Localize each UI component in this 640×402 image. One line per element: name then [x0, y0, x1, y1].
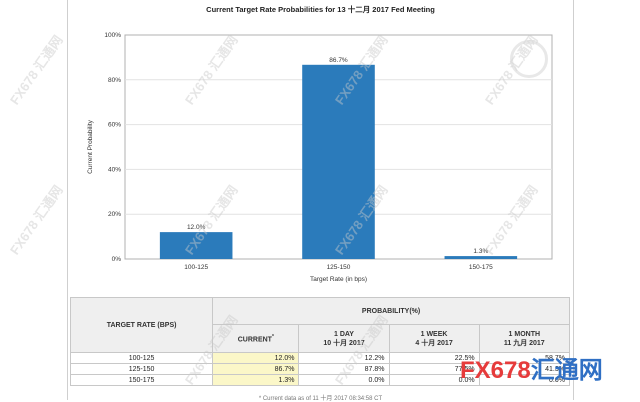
current-cell: 12.0%: [212, 352, 300, 364]
day-cell: 87.8%: [298, 363, 390, 375]
header-probability: PROBABILITY(%): [212, 297, 570, 325]
table-row: 100-125 12.0% 12.2% 22.5% 58.7%: [69, 352, 571, 364]
current-cell: 86.7%: [212, 363, 300, 375]
header-current: CURRENT*: [212, 324, 300, 353]
y-tick-label: 20%: [108, 211, 121, 218]
data-label: 86.7%: [329, 57, 348, 64]
bar: [159, 232, 233, 259]
data-label: 12.0%: [187, 224, 206, 231]
bar: [444, 256, 518, 259]
bar: [302, 64, 375, 260]
header-1day: 1 DAY 10 十月 2017: [298, 324, 390, 353]
x-tick-label: 150-175: [469, 264, 493, 271]
rate-cell: 100-125: [69, 352, 214, 364]
month-cell: 0.0%: [478, 374, 571, 386]
chart-panel: Current Target Rate Probabilities for 13…: [67, 0, 574, 402]
watermark: FX678 汇通网: [6, 182, 66, 258]
header-1week: 1 WEEK 4 十月 2017: [388, 324, 480, 353]
x-tick-label: 125-150: [327, 264, 351, 271]
x-axis-label: Target Rate (in bps): [310, 276, 367, 283]
rate-cell: 125-150: [69, 363, 214, 375]
current-cell: 1.3%: [212, 374, 300, 386]
day-cell: 0.0%: [298, 374, 390, 386]
week-cell: 0.0%: [388, 374, 480, 386]
day-cell: 12.2%: [298, 352, 390, 364]
y-tick-label: 60%: [108, 122, 121, 129]
probability-table-container: TARGET RATE (BPS) PROBABILITY(%) CURRENT…: [69, 297, 571, 386]
x-tick-label: 100-125: [184, 264, 208, 271]
footnote: * Current data as of 11 十月 2017 08:34:58…: [258, 396, 383, 402]
y-axis-label: Current Probability: [87, 119, 94, 174]
header-target-rate: TARGET RATE (BPS): [69, 297, 214, 353]
fx678-logo: FX678汇通网: [460, 357, 603, 384]
watermark: FX678 汇通网: [6, 32, 66, 108]
probability-table: TARGET RATE (BPS) PROBABILITY(%) CURRENT…: [69, 297, 571, 386]
header-1month: 1 MONTH 11 九月 2017: [478, 324, 571, 353]
y-tick-label: 80%: [108, 77, 121, 84]
y-tick-label: 0%: [112, 256, 122, 263]
magnifier-icon: [510, 40, 548, 78]
bar-chart: 0% 20% 40% 60% 80% 100% 12.0% 100-125 86.7% 125-1…: [87, 32, 553, 283]
y-tick-label: 40%: [108, 166, 121, 173]
rate-cell: 150-175: [69, 374, 214, 386]
data-label: 1.3%: [473, 248, 488, 255]
chart-title: Current Target Rate Probabilities for 13…: [206, 5, 435, 14]
table-row: 150-175 1.3% 0.0% 0.0% 0.0%: [69, 374, 571, 386]
y-tick-label: 100%: [104, 32, 121, 39]
